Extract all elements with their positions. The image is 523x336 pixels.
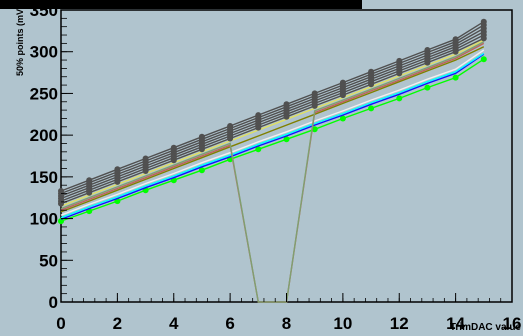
data-point-s13-x15: [480, 18, 487, 25]
x-axis-title: TrimDAC value: [450, 322, 522, 333]
x-tick-label-10: 10: [333, 314, 352, 333]
data-point-s13-x7: [255, 112, 262, 119]
data-point-s13-x12: [396, 57, 403, 64]
data-point-s0-x8: [283, 136, 290, 143]
x-tick-label-2: 2: [113, 314, 122, 333]
data-point-s13-x5: [198, 133, 205, 140]
data-point-s0-x15: [480, 56, 487, 63]
y-tick-label-250: 250: [30, 84, 58, 103]
data-point-s0-x5: [198, 167, 205, 174]
data-point-s13-x1: [86, 177, 93, 184]
x-tick-label-14: 14: [446, 314, 465, 333]
series-4: [60, 46, 485, 213]
series-3: [60, 49, 485, 216]
series-line-3: [60, 49, 485, 216]
data-point-s0-x9: [311, 126, 318, 133]
series-line-9: [60, 34, 485, 202]
axis-layer: 0 2 4 6 8 10 12 14 16 0 50 100 150 200 250 300 350: [30, 1, 522, 333]
series-line-7: [60, 39, 485, 207]
data-point-s13-x9: [311, 90, 318, 97]
data-point-s13-x10: [339, 79, 346, 86]
x-tick-label-16: 16: [503, 314, 522, 333]
y-tick-label-300: 300: [30, 43, 58, 62]
series-1: [60, 53, 485, 221]
data-point-s13-x2: [114, 166, 121, 173]
data-point-s13-x13: [424, 47, 431, 53]
y-tick-label-350: 350: [30, 1, 58, 20]
data-point-s13-x6: [227, 123, 234, 129]
data-point-s0-x11: [368, 105, 375, 112]
data-point-s0-x10: [339, 115, 346, 122]
x-tick-label-4: 4: [169, 314, 179, 333]
x-tick-label-0: 0: [56, 314, 65, 333]
y-axis-title: 50% points (mV): [15, 6, 25, 76]
title-bar-band: [0, 0, 362, 9]
series-line-2: [60, 52, 485, 219]
y-tick-label-0: 0: [49, 293, 58, 312]
y-tick-label-50: 50: [39, 251, 58, 270]
x-tick-label-8: 8: [282, 314, 291, 333]
y-tick-label-100: 100: [30, 210, 58, 229]
series-line-4: [60, 46, 485, 213]
series-7: [60, 39, 485, 207]
y-tick-label-200: 200: [30, 126, 58, 145]
data-point-s13-x4: [170, 144, 177, 151]
series-line-11: [60, 27, 485, 197]
series-2: [60, 52, 485, 219]
y-tick-label-150: 150: [30, 168, 58, 187]
series-6: [60, 41, 485, 303]
data-point-s0-x13: [424, 84, 431, 91]
data-point-s13-x11: [368, 68, 375, 75]
series-layer: [58, 18, 487, 303]
series-line-10: [60, 31, 485, 200]
data-point-s13-x3: [142, 155, 149, 162]
series-line-1: [60, 53, 485, 221]
data-point-s0-x14: [452, 74, 459, 81]
data-point-s13-x0: [58, 188, 64, 194]
series-line-0: [60, 58, 485, 222]
series-line-13: [60, 21, 485, 192]
data-point-s13-x8: [283, 101, 290, 108]
series-line-12: [60, 24, 485, 195]
x-tick-label-12: 12: [390, 314, 409, 333]
data-point-s0-x12: [396, 95, 403, 102]
series-line-6: [60, 41, 485, 303]
x-tick-label-6: 6: [225, 314, 234, 333]
data-point-s0-x7: [255, 146, 262, 153]
data-point-s13-x14: [452, 36, 459, 43]
series-13: [58, 18, 487, 194]
data-point-s0-x0: [58, 218, 64, 225]
series-line-8: [60, 37, 485, 205]
